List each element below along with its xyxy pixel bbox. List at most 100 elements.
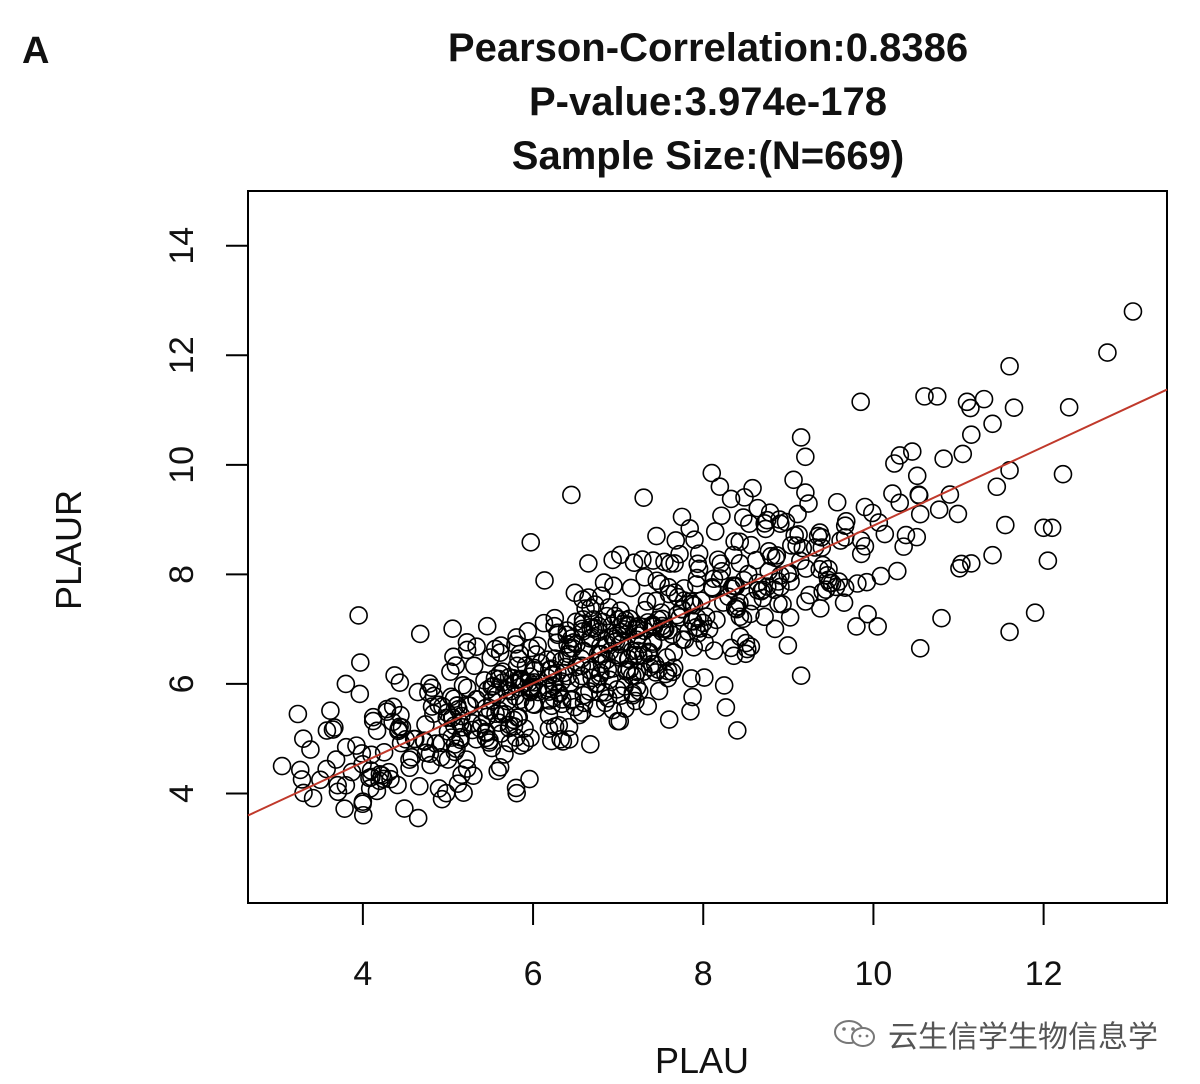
scatter-point (681, 702, 700, 721)
scatter-point (660, 554, 680, 573)
watermark: 云生信学生物信息学 (832, 1012, 1158, 1056)
scatter-point (400, 750, 419, 769)
scatter-point (390, 673, 410, 692)
scatter-point (647, 526, 666, 546)
scatter-point (1004, 398, 1024, 417)
scatter-point (724, 545, 743, 565)
scatter-point (858, 604, 877, 624)
scatter-point (953, 444, 973, 464)
scatter-point (621, 578, 641, 598)
scatter-point (834, 593, 854, 612)
scatter-point (755, 607, 774, 627)
scatter-point (408, 808, 428, 828)
scatter-point (683, 612, 703, 631)
scatter-point (743, 478, 762, 498)
scatter-point (489, 669, 509, 689)
scatter-point (457, 759, 477, 778)
scatter-point (521, 533, 541, 552)
scatter-point (785, 526, 804, 545)
scatter-point (800, 585, 819, 605)
scatter-point (609, 610, 628, 629)
plot-frame (247, 190, 1168, 904)
scatter-point (765, 619, 785, 639)
scatter-point (404, 729, 424, 749)
scatter-point (573, 614, 593, 634)
scatter-point (748, 580, 768, 600)
scatter-point (464, 656, 484, 676)
scatter-point (699, 619, 719, 639)
scatter-point (1038, 551, 1058, 570)
scatter-point (432, 789, 452, 809)
scatter-point (702, 463, 722, 483)
scatter-point (454, 783, 473, 803)
scatter-point (588, 616, 608, 636)
scatter-point (476, 722, 496, 742)
scatter-point (584, 610, 603, 629)
scatter-point (574, 693, 594, 713)
scatter-point (444, 716, 464, 735)
scatter-point (987, 477, 1007, 497)
scatter-point (690, 619, 709, 638)
scatter-point (714, 676, 734, 695)
scatter-point (910, 504, 930, 524)
scatter-point (593, 612, 613, 632)
scatter-point (907, 466, 927, 486)
scatter-point (377, 699, 397, 719)
regression-line (247, 388, 1168, 817)
scatter-point (716, 698, 736, 717)
scatter-point (490, 757, 510, 777)
scatter-point (961, 554, 981, 573)
x-tick-label-8: 8 (694, 955, 713, 993)
scatter-point (658, 668, 678, 688)
scatter-point (748, 498, 768, 518)
scatter-point (335, 799, 354, 818)
scatter-point (890, 493, 910, 513)
scatter-point (770, 510, 789, 529)
scatter-point (500, 733, 520, 753)
scatter-point (883, 484, 902, 503)
scatter-point (974, 389, 994, 409)
scatter-point (687, 568, 707, 588)
scatter-point (410, 624, 430, 644)
scatter-point (727, 721, 747, 740)
scatter-point (363, 711, 383, 731)
scatter-point (317, 759, 336, 779)
scatter-point (464, 766, 483, 785)
scatter-point (353, 805, 373, 825)
scatter-point (565, 697, 585, 717)
scatter-point (734, 508, 753, 527)
scatter-point (545, 608, 565, 628)
scatter-point (659, 710, 679, 729)
scatter-point (544, 676, 563, 696)
scatter-point (491, 636, 511, 655)
scatter-point (932, 608, 951, 628)
scatter-point (847, 617, 866, 636)
scatter-point (480, 730, 499, 750)
scatter-point (395, 799, 414, 818)
scatter-point (812, 527, 831, 547)
scatter-point (457, 633, 477, 652)
scatter-point (855, 497, 875, 517)
watermark-text: 云生信学生物信息学 (888, 1021, 1158, 1054)
scatter-point (422, 678, 442, 698)
scatter-point (791, 551, 810, 571)
scatter-point (453, 718, 472, 737)
scatter-point (624, 553, 644, 573)
scatter-point (431, 748, 451, 767)
scatter-point (796, 483, 815, 502)
scatter-point (741, 637, 761, 656)
scatter-point (940, 485, 960, 504)
scatter-point (478, 680, 497, 699)
scatter-point (915, 387, 934, 406)
scatter-point (681, 669, 701, 688)
scatter-point (782, 536, 801, 555)
scatter-point (667, 605, 687, 625)
scatter-point (520, 769, 539, 789)
x-tick-label-10: 10 (855, 955, 893, 993)
scatter-point (712, 506, 731, 526)
scatter-point (643, 551, 663, 570)
scatter-point (429, 779, 449, 798)
scatter-point (328, 775, 347, 795)
scatter-point (710, 477, 730, 497)
scatter-point (547, 633, 567, 653)
